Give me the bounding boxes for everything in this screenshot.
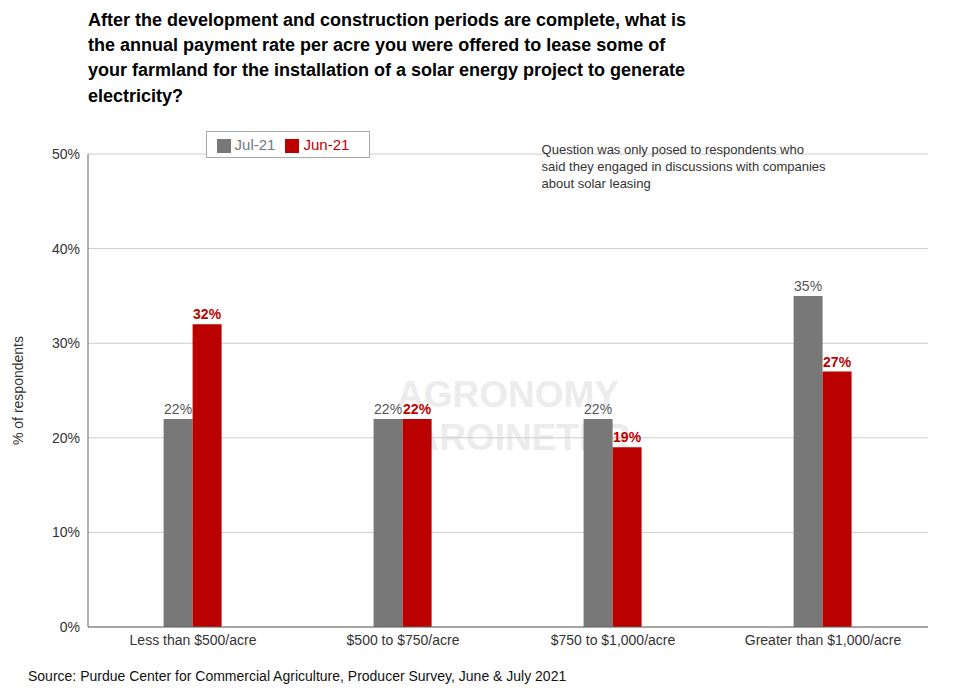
svg-text:$500 to $750/acre: $500 to $750/acre [347, 632, 460, 648]
svg-text:40%: 40% [52, 240, 80, 256]
svg-text:27%: 27% [823, 353, 852, 369]
svg-text:0%: 0% [60, 619, 80, 635]
svg-text:$750 to $1,000/acre: $750 to $1,000/acre [551, 632, 676, 648]
svg-text:50%: 50% [52, 146, 80, 162]
svg-text:22%: 22% [403, 401, 432, 417]
svg-text:19%: 19% [613, 429, 642, 445]
svg-text:22%: 22% [374, 401, 402, 417]
svg-text:22%: 22% [584, 401, 612, 417]
svg-text:20%: 20% [52, 430, 80, 446]
svg-text:32%: 32% [193, 306, 222, 322]
svg-text:35%: 35% [794, 278, 822, 294]
svg-text:22%: 22% [164, 401, 192, 417]
svg-text:Greater than $1,000/acre: Greater than $1,000/acre [745, 632, 902, 648]
svg-text:% of respondents: % of respondents [10, 336, 26, 445]
svg-text:Less than $500/acre: Less than $500/acre [130, 632, 257, 648]
svg-text:30%: 30% [52, 335, 80, 351]
svg-text:10%: 10% [52, 524, 80, 540]
